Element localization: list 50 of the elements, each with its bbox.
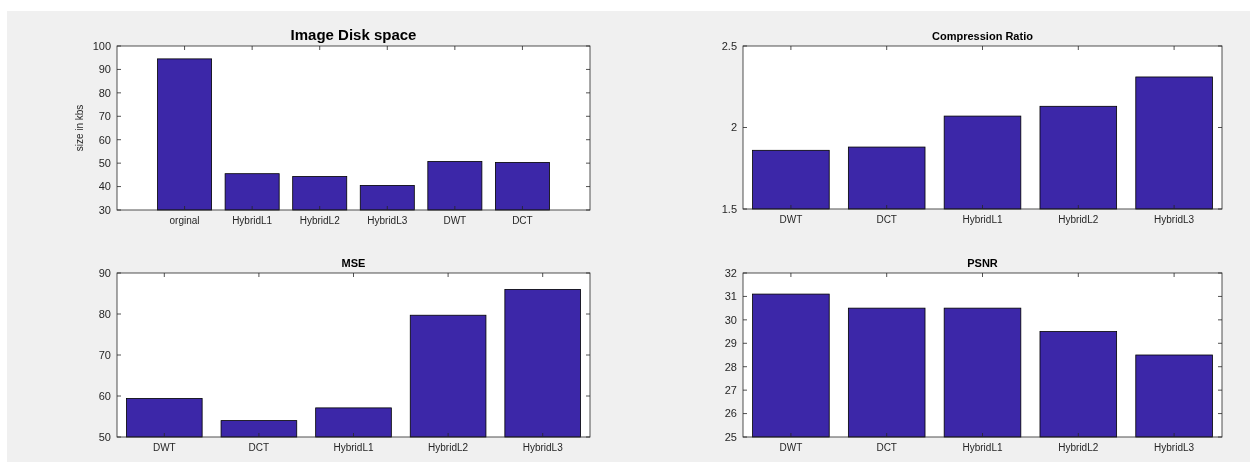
x-tick-label: HybridL3 <box>522 442 564 453</box>
y-tick-label: 2.5 <box>721 39 737 52</box>
y-tick-label: 80 <box>98 86 111 99</box>
x-tick-label: DWT <box>152 442 176 453</box>
y-tick-label: 60 <box>98 389 111 402</box>
y-tick-label: 29 <box>724 337 737 350</box>
y-tick-label: 25 <box>724 430 737 443</box>
y-tick-label: 32 <box>724 266 737 279</box>
y-tick-label: 50 <box>98 156 111 169</box>
y-tick-label: 90 <box>98 266 111 279</box>
y-tick-label: 31 <box>724 290 737 303</box>
chart-title: MSE <box>341 257 366 269</box>
x-tick-label: orginal <box>169 215 200 226</box>
x-tick-label: HybridL1 <box>232 215 273 226</box>
y-axis-title: size in kbs <box>74 104 85 152</box>
x-tick-label: HybridL3 <box>1154 214 1195 225</box>
x-tick-label: HybridL1 <box>333 442 374 453</box>
x-tick-label: DCT <box>248 442 270 453</box>
x-tick-label: HybridL2 <box>1058 442 1099 453</box>
x-tick-label: DCT <box>876 442 897 453</box>
y-tick-label: 100 <box>92 39 111 52</box>
x-tick-label: HybridL2 <box>299 215 341 226</box>
y-tick-label: 1.5 <box>721 202 737 215</box>
y-tick-label: 26 <box>724 407 737 420</box>
y-tick-label: 2 <box>730 121 737 134</box>
y-tick-label: 80 <box>98 307 111 320</box>
y-tick-label: 70 <box>98 348 111 361</box>
x-tick-label: DWT <box>779 214 803 225</box>
x-tick-label: DCT <box>512 215 533 226</box>
x-tick-label: HybridL2 <box>1058 214 1099 225</box>
y-tick-label: 27 <box>724 383 737 396</box>
x-tick-label: DWT <box>779 442 803 453</box>
y-tick-label: 30 <box>724 313 737 326</box>
y-tick-label: 40 <box>98 180 111 193</box>
x-tick-label: HybridL3 <box>367 215 408 226</box>
y-tick-label: 30 <box>98 203 111 216</box>
y-tick-label: 60 <box>98 133 111 146</box>
chart-title: Image Disk space <box>290 26 417 43</box>
x-tick-label: HybridL1 <box>962 214 1003 225</box>
y-tick-label: 28 <box>724 360 737 373</box>
y-tick-label: 70 <box>98 110 111 123</box>
x-tick-label: DWT <box>443 215 467 226</box>
x-tick-label: HybridL2 <box>428 442 469 453</box>
y-tick-label: 50 <box>98 430 111 443</box>
chart-title: PSNR <box>967 257 998 269</box>
x-tick-label: DCT <box>876 214 897 225</box>
y-tick-label: 90 <box>98 63 111 76</box>
chart-title: Compression Ratio <box>932 30 1034 42</box>
x-tick-label: HybridL1 <box>962 442 1003 453</box>
x-tick-label: HybridL3 <box>1154 442 1195 453</box>
